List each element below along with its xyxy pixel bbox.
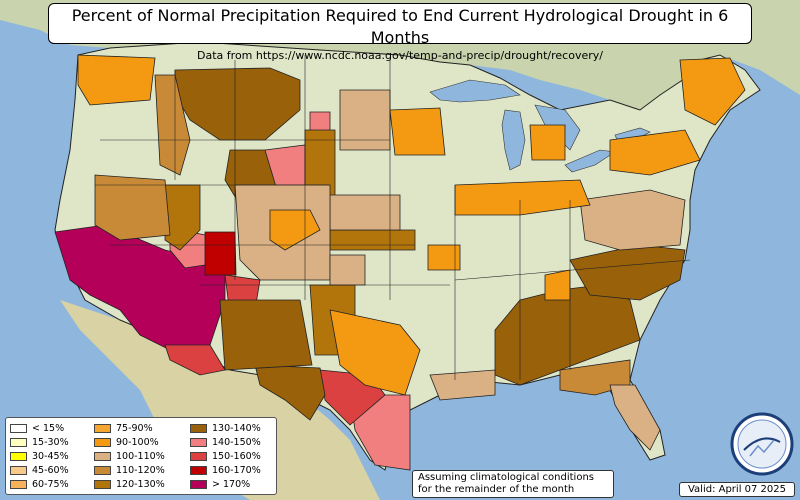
region-100-110-minnesota [339, 89, 391, 151]
region-120-130-nebraska [329, 229, 416, 251]
legend-label: 100-110% [116, 450, 165, 462]
legend-label: 30-45% [32, 450, 69, 462]
legend-label: 60-75% [32, 478, 69, 490]
legend-swatch [10, 437, 27, 447]
region-140-150-sd [309, 111, 331, 133]
region-130-140-west-texas [254, 364, 326, 421]
legend-swatch [94, 479, 111, 489]
legend-swatch [10, 423, 27, 433]
legend-item: 110-120% [94, 463, 190, 477]
legend-label: 15-30% [32, 436, 69, 448]
map-title: Percent of Normal Precipitation Required… [71, 6, 729, 47]
legend-item: 60-75% [10, 477, 94, 491]
region-100-110-florida [609, 384, 661, 451]
legend-label: > 170% [212, 478, 251, 490]
legend-label: 75-90% [116, 422, 153, 434]
legend-item: 75-90% [94, 421, 190, 435]
legend-item: 100-110% [94, 449, 190, 463]
region-110-120-oregon [94, 174, 171, 241]
legend-item: 160-170% [190, 463, 274, 477]
lake-michigan [501, 109, 526, 171]
legend-item: 15-30% [10, 435, 94, 449]
region-130-140-nm-east [219, 299, 313, 371]
legend-item: 130-140% [190, 421, 274, 435]
valid-date: Valid: April 07 2025 [679, 482, 795, 497]
region-90-100-northeast [679, 57, 746, 126]
region-90-100-kentucky [544, 269, 571, 301]
legend-swatch [94, 423, 111, 433]
legend-item: > 170% [190, 477, 274, 491]
legend-label: 110-120% [116, 464, 165, 476]
region-100-110-virginia [579, 189, 686, 251]
legend-label: 120-130% [116, 478, 165, 490]
legend-swatch [190, 479, 207, 489]
region-90-100-michigan [529, 124, 566, 161]
legend-item: < 15% [10, 421, 94, 435]
map-subtitle: Data from https://www.ncdc.noaa.gov/temp… [197, 49, 603, 62]
region-150-160-sw [164, 344, 226, 376]
legend-swatch [10, 479, 27, 489]
legend-swatch [94, 451, 111, 461]
region-90-100-washington [77, 54, 156, 106]
legend-swatch [190, 465, 207, 475]
lake-erie [564, 149, 616, 173]
lake-superior [429, 79, 521, 103]
region-90-100-colorado [269, 209, 321, 251]
note-line-2: for the remainder of the month [418, 484, 575, 495]
region-100-110-texas [329, 254, 366, 286]
region-90-100-new-york [609, 129, 701, 176]
region-90-100-texas [329, 309, 421, 396]
legend-label: 90-100% [116, 436, 159, 448]
legend: < 15% 15-30% 30-45% 45-60% 60-75% 75-90% 90-10… [5, 417, 277, 495]
legend-item: 45-60% [10, 463, 94, 477]
legend-label: 150-160% [212, 450, 261, 462]
region-100-110-gulf [429, 369, 496, 401]
legend-item: 120-130% [94, 477, 190, 491]
title-box: Percent of Normal Precipitation Required… [48, 3, 752, 62]
region-160-170 [204, 231, 237, 276]
note-line-1: Assuming climatological conditions [418, 472, 594, 483]
mexico-land [60, 300, 380, 500]
legend-label: 160-170% [212, 464, 261, 476]
legend-swatch [190, 423, 207, 433]
legend-swatch [10, 465, 27, 475]
legend-swatch [190, 437, 207, 447]
legend-item: 90-100% [94, 435, 190, 449]
newlab-logo-icon [730, 412, 794, 476]
legend-item: 30-45% [10, 449, 94, 463]
region-110-120-kansas [329, 194, 401, 231]
assumption-note: Assuming climatological conditions for t… [412, 470, 614, 498]
legend-item: 150-160% [190, 449, 274, 463]
region-90-100-wisconsin [389, 107, 446, 156]
legend-swatch [190, 451, 207, 461]
legend-swatch [94, 465, 111, 475]
legend-item: 140-150% [190, 435, 274, 449]
legend-label: < 15% [32, 422, 65, 434]
legend-label: 45-60% [32, 464, 69, 476]
state-lines [95, 55, 691, 380]
region-90-100-missouri [427, 244, 461, 271]
region-140-150-texas [349, 394, 411, 471]
legend-label: 140-150% [212, 436, 261, 448]
legend-label: 130-140% [212, 422, 261, 434]
legend-swatch [94, 437, 111, 447]
legend-swatch [10, 451, 27, 461]
region-110-120-idaho [154, 74, 191, 176]
